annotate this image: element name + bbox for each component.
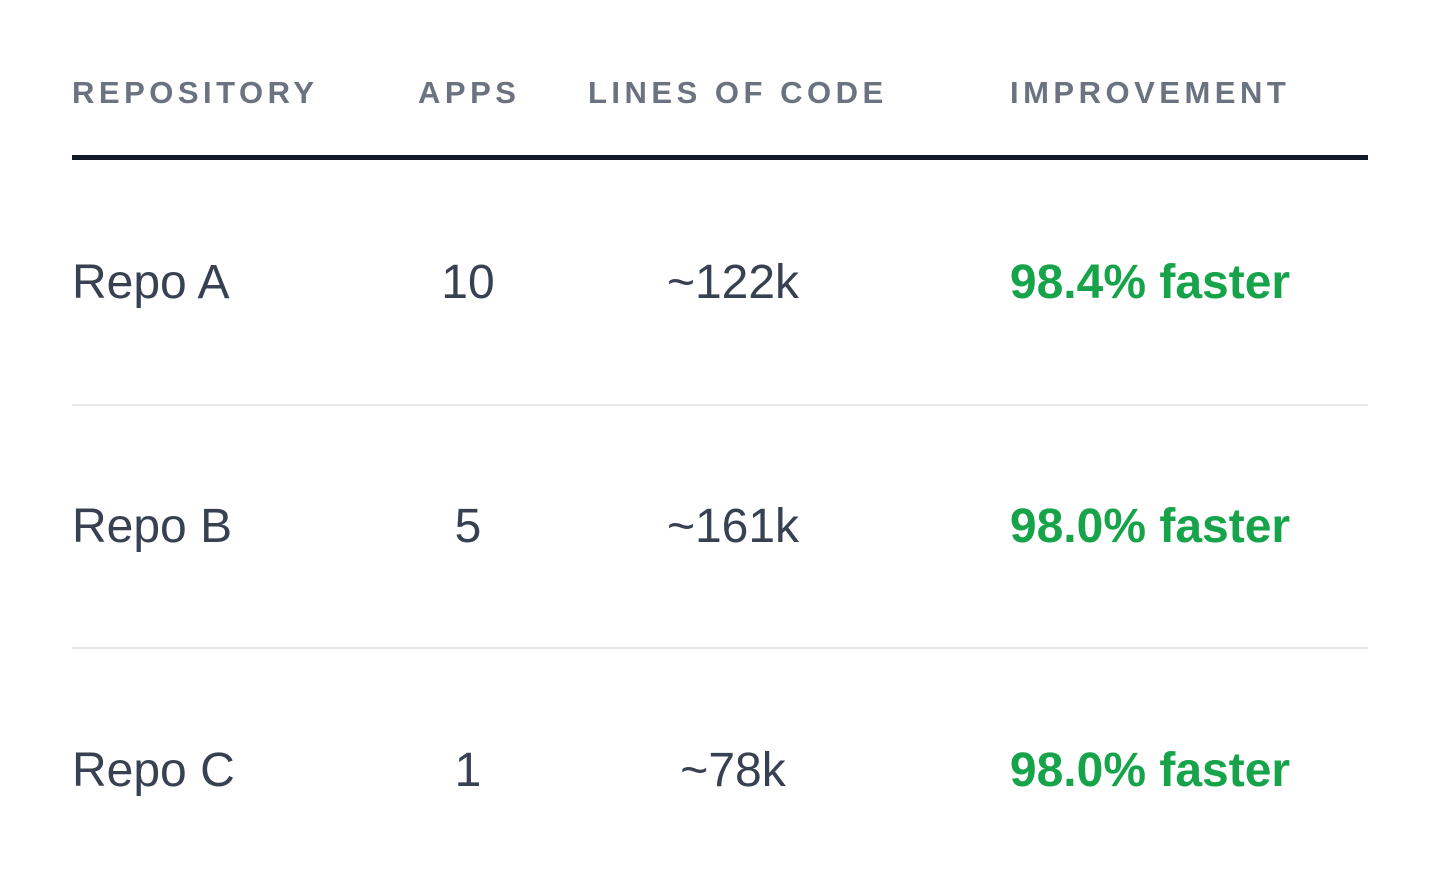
cell-lines-of-code: ~161k — [666, 500, 800, 553]
comparison-table: REPOSITORY APPS LINES OF CODE IMPROVEMEN… — [72, 0, 1368, 892]
column-header-repository: REPOSITORY — [72, 75, 319, 110]
column-header-improvement: IMPROVEMENT — [1010, 75, 1291, 110]
cell-lines-of-code: ~78k — [680, 744, 786, 797]
cell-lines-of-code: ~122k — [666, 255, 800, 309]
cell-improvement: 98.0% faster — [1009, 500, 1291, 553]
table-row: Repo B 5 ~161k 98.0% faster — [72, 406, 1368, 649]
cell-apps: 5 — [454, 500, 482, 553]
cell-repository: Repo A — [72, 255, 230, 309]
table-row: Repo A 10 ~122k 98.4% faster — [72, 160, 1368, 406]
cell-repository: Repo C — [72, 744, 235, 797]
cell-improvement: 98.4% faster — [1009, 255, 1291, 309]
cell-apps: 10 — [441, 255, 495, 309]
cell-improvement: 98.0% faster — [1009, 744, 1291, 797]
table-row: Repo C 1 ~78k 98.0% faster — [72, 649, 1368, 892]
cell-repository: Repo B — [72, 500, 233, 553]
column-header-lines-of-code: LINES OF CODE — [588, 75, 888, 110]
cell-apps: 1 — [454, 744, 482, 797]
table-header-row: REPOSITORY APPS LINES OF CODE IMPROVEMEN… — [72, 0, 1368, 160]
column-header-apps: APPS — [418, 75, 521, 110]
